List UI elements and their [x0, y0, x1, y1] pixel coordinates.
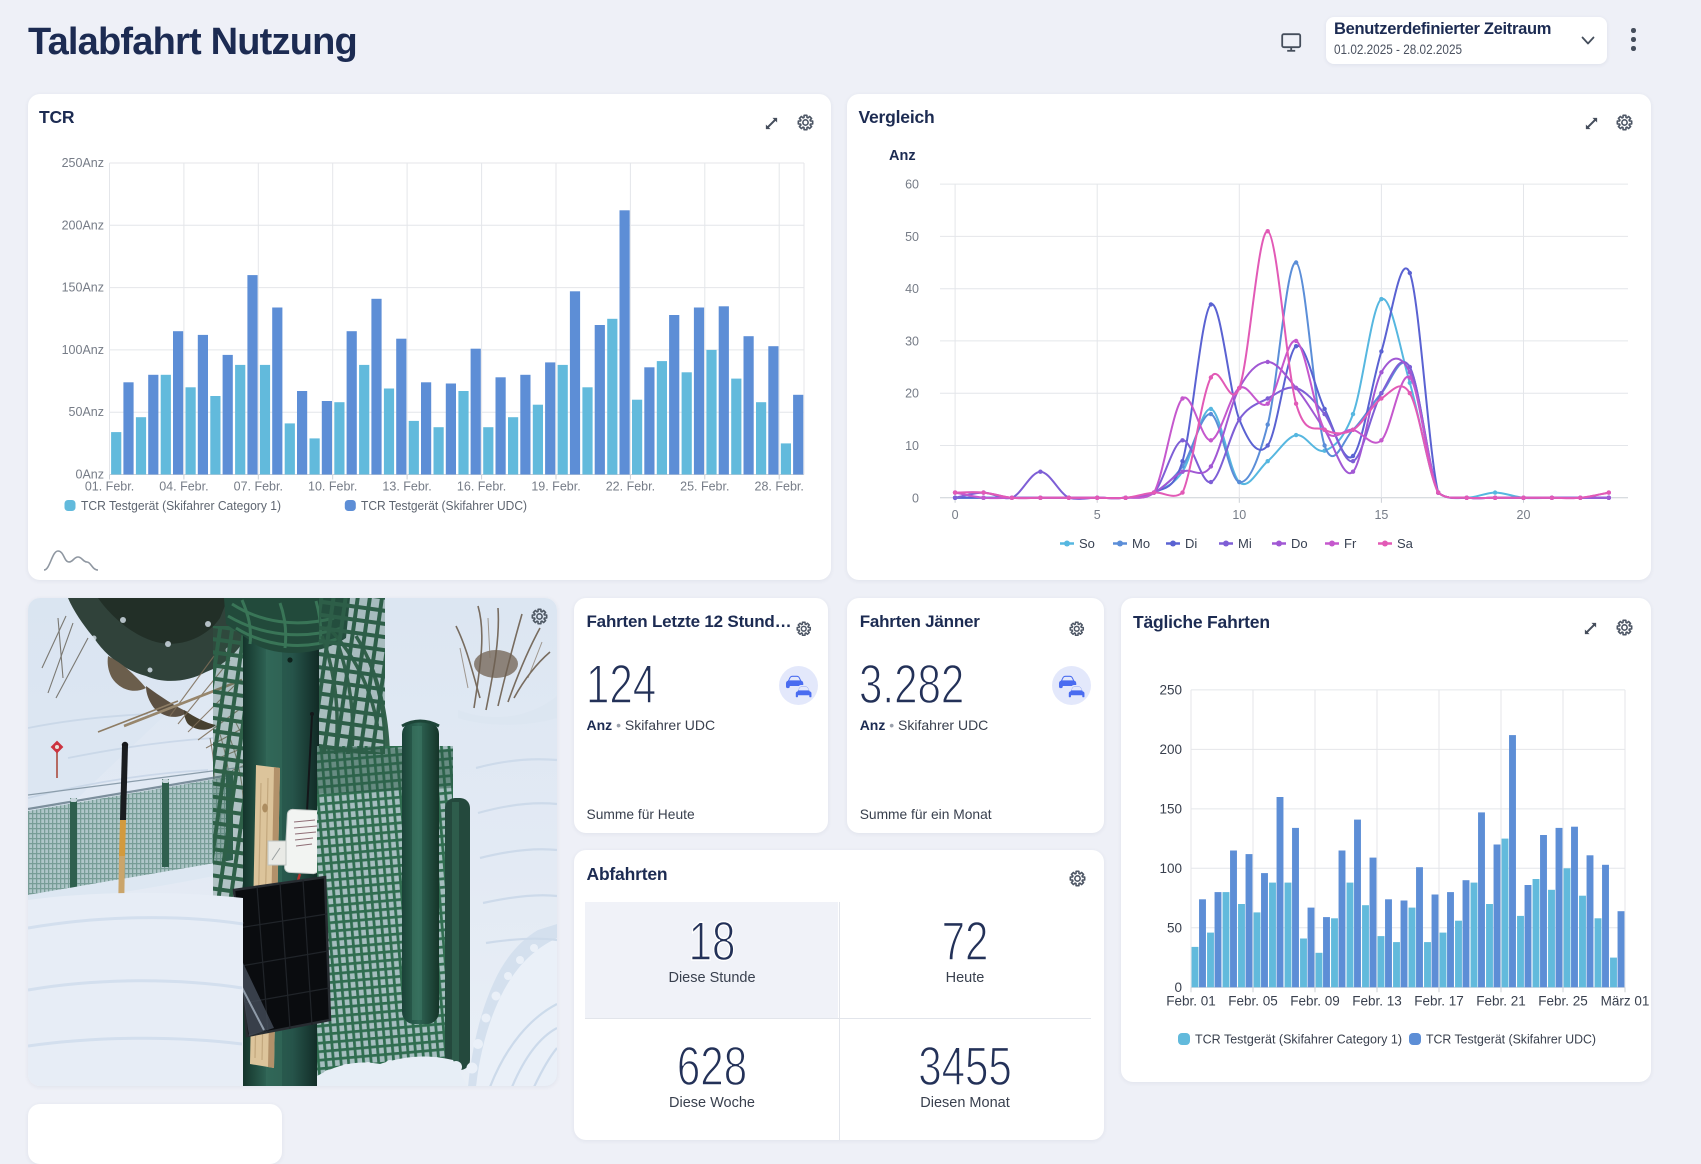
- svg-text:Sa: Sa: [1397, 536, 1414, 551]
- svg-text:Febr. 05: Febr. 05: [1228, 993, 1278, 1008]
- svg-text:50Anz: 50Anz: [68, 405, 103, 419]
- svg-text:0: 0: [1174, 979, 1182, 994]
- svg-text:200: 200: [1159, 741, 1182, 756]
- svg-text:250: 250: [1159, 682, 1182, 697]
- svg-text:Mo: Mo: [1132, 536, 1150, 551]
- svg-text:100: 100: [1159, 860, 1182, 875]
- svg-text:50: 50: [1167, 920, 1182, 935]
- svg-text:40: 40: [905, 282, 919, 296]
- svg-text:Febr. 01: Febr. 01: [1166, 993, 1216, 1008]
- svg-text:150: 150: [1159, 801, 1182, 816]
- svg-text:200Anz: 200Anz: [61, 218, 103, 232]
- svg-text:Do: Do: [1291, 536, 1308, 551]
- svg-text:TCR Testgerät (Skifahrer UDC): TCR Testgerät (Skifahrer UDC): [1426, 1031, 1596, 1046]
- svg-text:10: 10: [1232, 507, 1246, 521]
- svg-text:50: 50: [905, 229, 919, 243]
- svg-text:25. Febr.: 25. Febr.: [680, 479, 729, 493]
- svg-text:01. Febr.: 01. Febr.: [84, 479, 133, 493]
- svg-text:Febr. 25: Febr. 25: [1538, 993, 1588, 1008]
- svg-text:20: 20: [905, 386, 919, 400]
- svg-text:März 01: März 01: [1601, 993, 1650, 1008]
- svg-text:Mi: Mi: [1238, 536, 1252, 551]
- svg-text:19. Febr.: 19. Febr.: [531, 479, 580, 493]
- svg-text:28. Febr.: 28. Febr.: [754, 479, 803, 493]
- svg-text:13. Febr.: 13. Febr.: [382, 479, 431, 493]
- svg-text:Di: Di: [1185, 536, 1197, 551]
- svg-text:15: 15: [1374, 507, 1388, 521]
- svg-text:TCR Testgerät (Skifahrer UDC): TCR Testgerät (Skifahrer UDC): [361, 498, 527, 513]
- svg-text:Febr. 17: Febr. 17: [1414, 993, 1464, 1008]
- svg-text:So: So: [1079, 536, 1095, 551]
- svg-text:Febr. 13: Febr. 13: [1352, 993, 1402, 1008]
- svg-text:04. Febr.: 04. Febr.: [159, 479, 208, 493]
- svg-text:22. Febr.: 22. Febr.: [605, 479, 654, 493]
- svg-text:20: 20: [1517, 507, 1531, 521]
- svg-text:250Anz: 250Anz: [61, 156, 103, 170]
- svg-text:5: 5: [1094, 507, 1101, 521]
- svg-text:Febr. 09: Febr. 09: [1290, 993, 1340, 1008]
- svg-text:100Anz: 100Anz: [61, 342, 103, 356]
- svg-text:TCR Testgerät (Skifahrer Categ: TCR Testgerät (Skifahrer Category 1): [81, 498, 281, 513]
- svg-text:Febr. 21: Febr. 21: [1476, 993, 1526, 1008]
- svg-text:Fr: Fr: [1344, 536, 1357, 551]
- svg-text:10. Febr.: 10. Febr.: [308, 479, 357, 493]
- svg-text:30: 30: [905, 334, 919, 348]
- svg-text:0: 0: [912, 491, 919, 505]
- svg-text:0Anz: 0Anz: [75, 467, 104, 481]
- svg-text:150Anz: 150Anz: [61, 280, 103, 294]
- svg-text:10: 10: [905, 439, 919, 453]
- svg-text:60: 60: [905, 177, 919, 191]
- svg-text:TCR Testgerät (Skifahrer Categ: TCR Testgerät (Skifahrer Category 1): [1195, 1031, 1402, 1046]
- svg-text:07. Febr.: 07. Febr.: [233, 479, 282, 493]
- svg-text:0: 0: [952, 507, 959, 521]
- svg-text:16. Febr.: 16. Febr.: [456, 479, 505, 493]
